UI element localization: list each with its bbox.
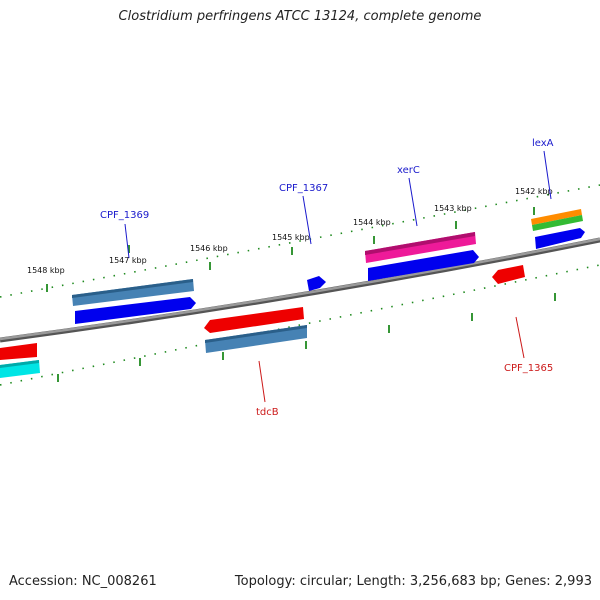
gene-label-lexa[interactable]: lexA [532,138,554,149]
label-leader-cpf-1365 [515,316,525,359]
gene-box-steelblue[interactable] [205,325,307,353]
ruler-label-1543: 1543 kbp [434,204,472,213]
genome-summary: Topology: circular; Length: 3,256,683 bp… [234,574,592,589]
map-title: Clostridium perfringens ATCC 13124, comp… [118,9,482,24]
gene-label-cpf-1365[interactable]: CPF_1365 [504,363,553,374]
gene-box-red[interactable] [0,343,37,360]
inner-tick-ruler [0,264,600,386]
label-leader-tdcb [258,360,266,403]
ruler-label-1545: 1545 kbp [272,233,310,242]
gene-arrow-red[interactable] [204,307,304,333]
gene-label-cpf-1367[interactable]: CPF_1367 [279,183,328,194]
gene-label-tdcb[interactable]: tdcB [256,407,279,418]
gene-arrow-blue[interactable] [535,228,585,249]
ruler-label-1546: 1546 kbp [190,244,228,253]
genome-backbone [0,237,600,343]
ruler-label-1548: 1548 kbp [27,266,65,275]
gene-box-orange[interactable] [531,209,582,225]
outer-tick-ruler [0,184,600,298]
gene-label-cpf-1369[interactable]: CPF_1369 [100,210,149,221]
ruler-label-1544: 1544 kbp [353,218,391,227]
label-leader-xerc [408,177,418,227]
gene-arrow-blue[interactable] [368,250,479,281]
major-ticks [46,207,556,382]
label-leader-lexa [543,150,552,200]
gene-arrow-red[interactable] [492,265,525,284]
gene-label-xerc[interactable]: xerC [397,165,420,176]
gene-box-magenta[interactable] [365,232,476,263]
gene-arrow-blue[interactable] [307,276,326,291]
ruler-label-1547: 1547 kbp [109,256,147,265]
label-leader-cpf-1367 [302,195,312,245]
ruler-label-1542: 1542 kbp [515,187,553,196]
gene-box-steelblue[interactable] [72,279,194,306]
gene-box-green[interactable] [532,215,583,231]
gene-box-cyan[interactable] [0,360,40,378]
gene-arrow-blue[interactable] [75,297,196,324]
accession-label: Accession: NC_008261 [9,574,157,589]
label-leader-cpf-1369 [124,223,130,259]
